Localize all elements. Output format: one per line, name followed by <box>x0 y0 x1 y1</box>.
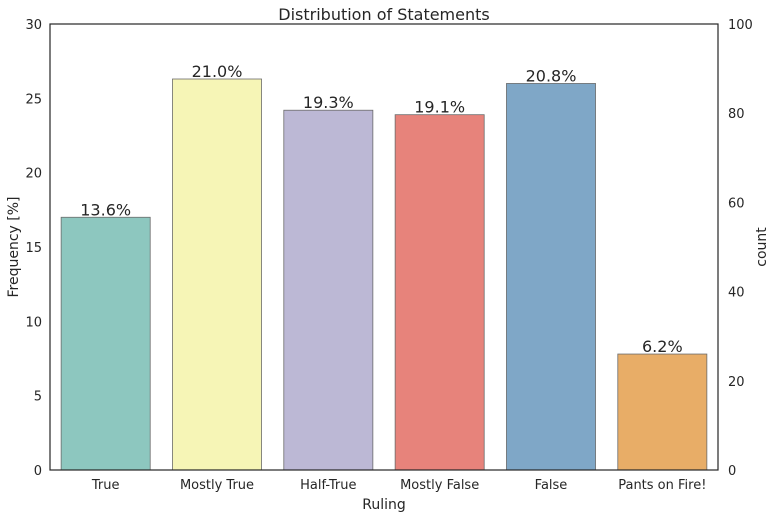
y-tick-label-right: 100 <box>728 18 753 33</box>
x-tick-label: Half-True <box>300 478 356 493</box>
y-axis-title-left: Frequency [%] <box>6 196 22 297</box>
y-tick-label-left: 10 <box>25 315 42 330</box>
bar-value-label: 19.3% <box>303 93 354 112</box>
y-tick-label-right: 80 <box>728 107 745 122</box>
chart-title: Distribution of Statements <box>278 5 489 24</box>
y-tick-label-left: 5 <box>34 390 42 405</box>
y-tick-label-right: 40 <box>728 286 745 301</box>
bar-half-true <box>283 109 374 471</box>
bar-mostly-true <box>172 78 262 471</box>
bar-true <box>60 216 151 471</box>
y-tick-label-left: 30 <box>25 18 42 33</box>
bar-pants-on-fire <box>617 353 708 471</box>
y-tick-label-left: 0 <box>34 464 42 479</box>
right-axis-ticks: 0 20 40 60 80 100 <box>728 18 753 479</box>
bar-value-label: 13.6% <box>80 200 131 219</box>
bars-group <box>60 78 708 471</box>
y-tick-label-right: 20 <box>728 375 745 390</box>
y-tick-label-right: 60 <box>728 196 745 211</box>
bar-false <box>506 83 596 471</box>
bar-value-label: 6.2% <box>642 337 683 356</box>
x-tick-label: Mostly False <box>400 478 479 493</box>
left-axis-ticks: 0 5 10 15 20 25 30 <box>25 18 42 479</box>
x-axis-title: Ruling <box>362 497 406 513</box>
x-tick-label: True <box>91 478 120 493</box>
y-axis-title-right: count <box>754 227 770 267</box>
bar-value-label: 19.1% <box>414 98 465 117</box>
x-tick-label: False <box>535 478 568 493</box>
y-tick-label-left: 15 <box>25 241 42 256</box>
x-axis-ticks: True Mostly True Half-True Mostly False Fals… <box>91 478 707 493</box>
bar-value-label: 21.0% <box>192 62 243 81</box>
y-tick-label-left: 20 <box>25 167 42 182</box>
y-tick-label-left: 25 <box>25 92 42 107</box>
bar-mostly-false <box>394 114 485 471</box>
x-tick-label: Pants on Fire! <box>618 478 706 493</box>
y-tick-label-right: 0 <box>728 464 736 479</box>
x-tick-label: Mostly True <box>180 478 254 493</box>
plot-frame <box>49 23 719 471</box>
bar-labels-group: 13.6% 21.0% 19.3% 19.1% 20.8% 6.2% <box>80 62 682 356</box>
bar-value-label: 20.8% <box>526 66 577 85</box>
